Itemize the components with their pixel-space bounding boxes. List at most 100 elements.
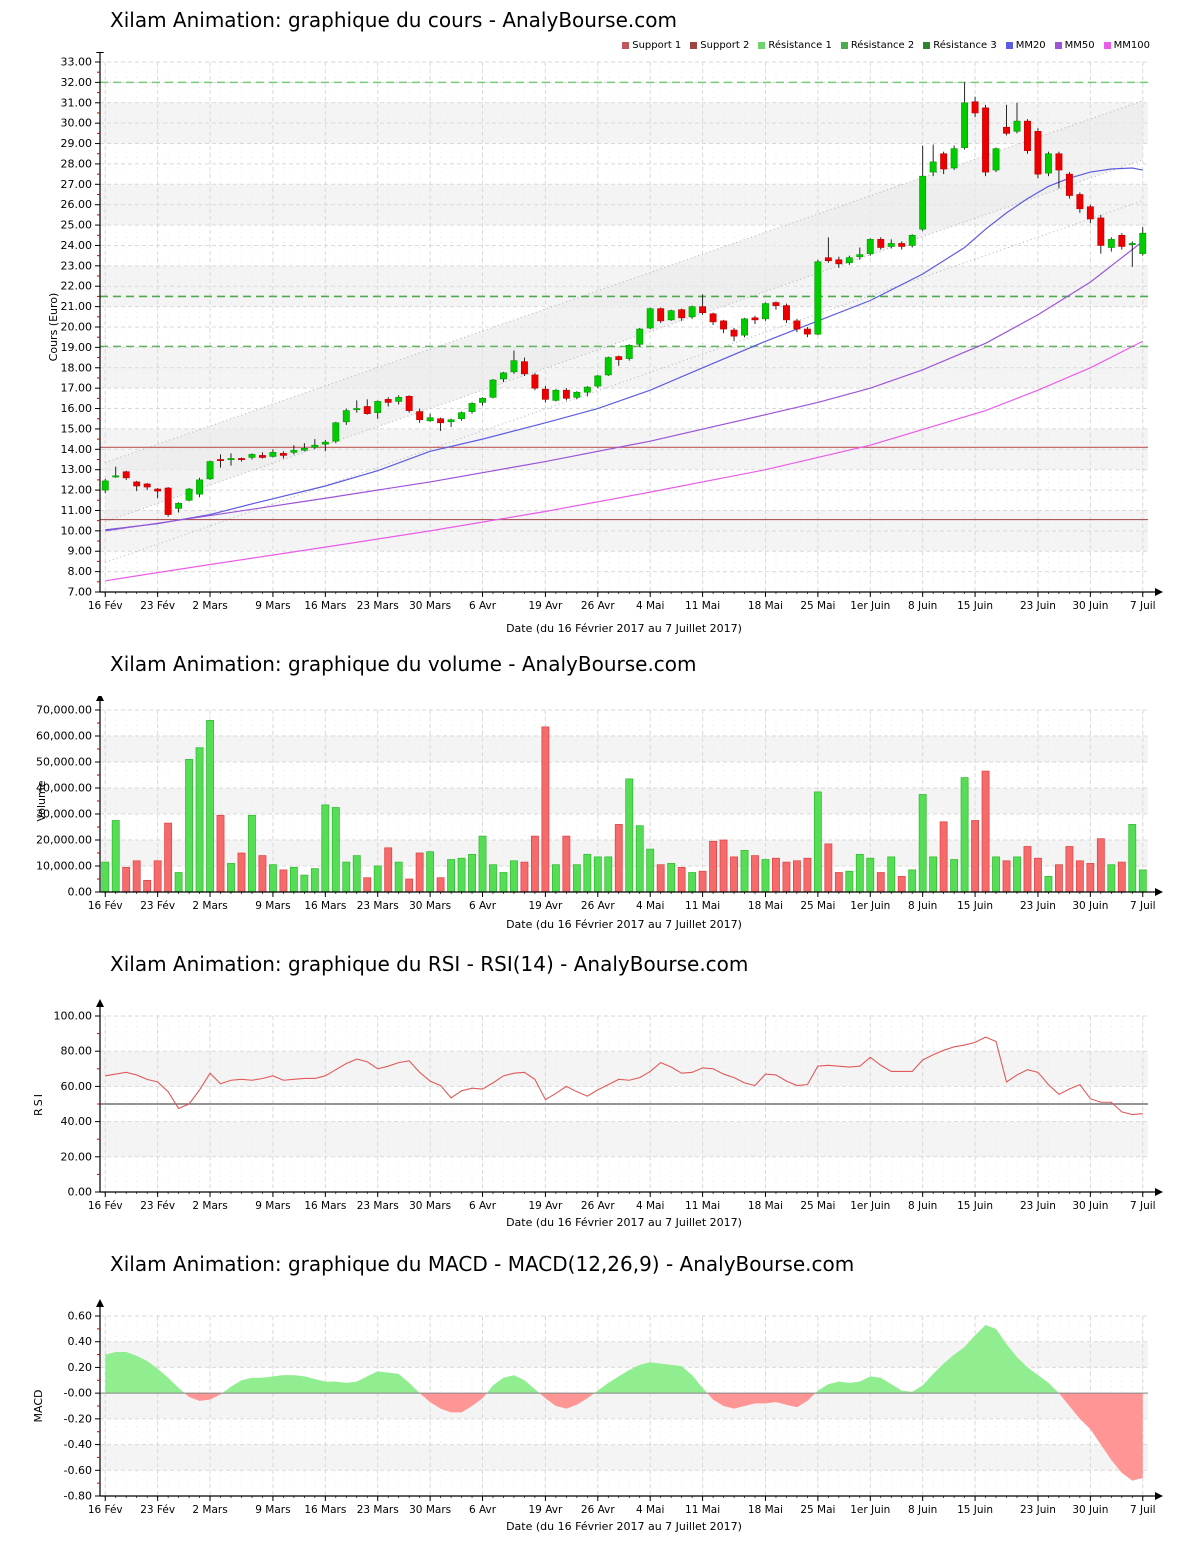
svg-text:15 Juin: 15 Juin	[957, 600, 993, 612]
svg-text:100.00: 100.00	[54, 1010, 93, 1023]
svg-text:8 Juin: 8 Juin	[908, 1504, 937, 1516]
svg-text:17.00: 17.00	[61, 382, 93, 395]
svg-text:32.00: 32.00	[61, 76, 93, 89]
svg-text:28.00: 28.00	[61, 157, 93, 170]
svg-text:8 Juin: 8 Juin	[908, 600, 937, 612]
svg-text:16 Mars: 16 Mars	[304, 1200, 346, 1212]
svg-text:33.00: 33.00	[61, 56, 93, 69]
svg-text:10,000.00: 10,000.00	[36, 860, 92, 873]
svg-text:24.00: 24.00	[61, 239, 93, 252]
svg-text:30 Mars: 30 Mars	[409, 600, 451, 612]
legend-swatch-icon	[690, 42, 698, 49]
legend-label: MM100	[1113, 40, 1150, 51]
legend-label: Support 1	[632, 40, 682, 51]
svg-text:11 Mai: 11 Mai	[685, 600, 720, 612]
svg-text:19 Avr: 19 Avr	[529, 1200, 563, 1212]
svg-text:RSI: RSI	[32, 1092, 45, 1116]
svg-text:23 Mars: 23 Mars	[357, 1504, 399, 1516]
svg-text:1er Juin: 1er Juin	[850, 900, 890, 912]
svg-text:18 Mai: 18 Mai	[748, 600, 783, 612]
svg-text:19.00: 19.00	[61, 341, 93, 354]
svg-text:30 Mars: 30 Mars	[409, 1200, 451, 1212]
svg-text:0.00: 0.00	[68, 886, 93, 899]
svg-text:9 Mars: 9 Mars	[255, 900, 290, 912]
svg-text:Cours (Euro): Cours (Euro)	[47, 293, 60, 362]
svg-text:12.00: 12.00	[61, 484, 93, 497]
svg-text:40.00: 40.00	[61, 1115, 93, 1128]
svg-text:27.00: 27.00	[61, 178, 93, 191]
legend-item-support-1: Support 1	[622, 40, 681, 51]
svg-text:2 Mars: 2 Mars	[192, 1200, 227, 1212]
svg-text:8.00: 8.00	[68, 565, 93, 578]
svg-text:2 Mars: 2 Mars	[192, 600, 227, 612]
legend-item-r-sistance-3: Résistance 3	[923, 40, 997, 51]
svg-text:16 Mars: 16 Mars	[304, 1504, 346, 1516]
legend-swatch-icon	[1103, 42, 1111, 49]
legend-swatch-icon	[758, 42, 766, 49]
svg-text:30 Juin: 30 Juin	[1072, 900, 1108, 912]
svg-text:26 Avr: 26 Avr	[581, 1504, 615, 1516]
legend-item-r-sistance-2: Résistance 2	[840, 40, 914, 51]
svg-text:18.00: 18.00	[61, 361, 93, 374]
rsi-chart-svg: 0.00 20.00 40.00 60.00 80.00 100.00 16 Fév 23 F…	[32, 999, 1163, 1229]
svg-text:15 Juin: 15 Juin	[957, 1200, 993, 1212]
legend-swatch-icon	[840, 42, 848, 49]
price-chart-svg: 7.00 8.00 9.00 10.00 11.00 12.00 13.00 14.00 15.…	[47, 52, 1163, 635]
svg-text:6 Avr: 6 Avr	[469, 1200, 497, 1212]
legend-swatch-icon	[1054, 42, 1062, 49]
svg-text:1er Juin: 1er Juin	[850, 1504, 890, 1516]
svg-text:80.00: 80.00	[61, 1045, 93, 1058]
svg-text:9 Mars: 9 Mars	[255, 600, 290, 612]
svg-text:7 Juil: 7 Juil	[1130, 1504, 1156, 1516]
svg-text:60.00: 60.00	[61, 1080, 93, 1093]
svg-text:MACD: MACD	[32, 1390, 45, 1423]
svg-text:20.00: 20.00	[61, 321, 93, 334]
svg-text:9 Mars: 9 Mars	[255, 1504, 290, 1516]
svg-text:16 Fév: 16 Fév	[88, 900, 123, 912]
svg-text:30,000.00: 30,000.00	[36, 808, 92, 821]
svg-text:26 Avr: 26 Avr	[581, 900, 615, 912]
price-chart-title: Xilam Animation: graphique du cours - An…	[110, 8, 677, 32]
svg-text:1er Juin: 1er Juin	[850, 1200, 890, 1212]
svg-text:-0.20: -0.20	[64, 1412, 92, 1425]
svg-text:Date (du 16 Février 2017 au 7: Date (du 16 Février 2017 au 7 Juillet 20…	[506, 622, 742, 635]
legend-item-support-2: Support 2	[690, 40, 749, 51]
legend-item-mm50: MM50	[1054, 40, 1095, 51]
svg-text:23 Fév: 23 Fév	[140, 1504, 175, 1516]
svg-text:30.00: 30.00	[61, 117, 93, 130]
svg-text:29.00: 29.00	[61, 137, 93, 150]
svg-text:8 Juin: 8 Juin	[908, 900, 937, 912]
svg-text:Volume: Volume	[35, 780, 48, 821]
rsi-chart-section: Xilam Animation: graphique du RSI - RSI(…	[0, 952, 1200, 1232]
svg-text:30 Mars: 30 Mars	[409, 900, 451, 912]
svg-text:18 Mai: 18 Mai	[748, 900, 783, 912]
svg-text:7 Juil: 7 Juil	[1130, 600, 1156, 612]
svg-text:11 Mai: 11 Mai	[685, 1200, 720, 1212]
svg-text:60,000.00: 60,000.00	[36, 730, 92, 743]
svg-text:23 Fév: 23 Fév	[140, 600, 175, 612]
legend-item-mm100: MM100	[1103, 40, 1150, 51]
svg-text:-0.40: -0.40	[64, 1438, 92, 1451]
svg-text:4 Mai: 4 Mai	[636, 1200, 664, 1212]
svg-text:6 Avr: 6 Avr	[469, 600, 497, 612]
svg-text:18 Mai: 18 Mai	[748, 1504, 783, 1516]
svg-text:Date (du 16 Février 2017 au 7: Date (du 16 Février 2017 au 7 Juillet 20…	[506, 918, 742, 931]
svg-text:0.60: 0.60	[68, 1310, 93, 1323]
svg-text:20,000.00: 20,000.00	[36, 834, 92, 847]
svg-text:50,000.00: 50,000.00	[36, 756, 92, 769]
svg-text:7 Juil: 7 Juil	[1130, 900, 1156, 912]
svg-text:23.00: 23.00	[61, 259, 93, 272]
svg-text:11 Mai: 11 Mai	[685, 900, 720, 912]
legend-item-mm20: MM20	[1005, 40, 1046, 51]
svg-text:23 Juin: 23 Juin	[1020, 600, 1056, 612]
svg-text:26.00: 26.00	[61, 198, 93, 211]
macd-chart-svg: -0.80 -0.60 -0.40 -0.20 -0.00 0.20 0.40 0.60 16 …	[32, 1299, 1163, 1533]
svg-text:15.00: 15.00	[61, 422, 93, 435]
svg-text:19 Avr: 19 Avr	[529, 900, 563, 912]
legend-label: Résistance 3	[933, 40, 997, 51]
svg-text:30 Juin: 30 Juin	[1072, 1504, 1108, 1516]
svg-text:16 Fév: 16 Fév	[88, 1504, 123, 1516]
svg-text:20.00: 20.00	[61, 1150, 93, 1163]
svg-text:4 Mai: 4 Mai	[636, 600, 664, 612]
svg-text:25 Mai: 25 Mai	[800, 600, 835, 612]
